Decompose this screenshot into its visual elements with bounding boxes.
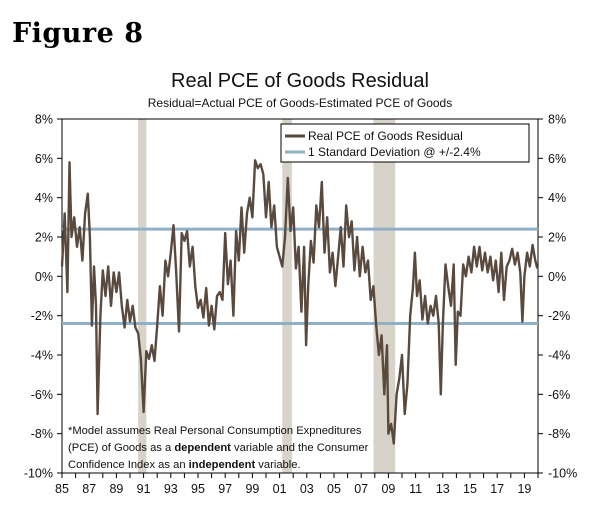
series-layer <box>60 159 539 445</box>
x-tick-label: 97 <box>218 482 232 496</box>
note-line-1: *Model assumes Real Personal Consumption… <box>68 425 356 437</box>
x-tick-label: 07 <box>354 482 368 496</box>
plot-frame <box>61 118 539 474</box>
x-tick-label: 87 <box>82 482 96 496</box>
chart-title: Real PCE of Goods Residual <box>171 70 429 92</box>
y-tick-label-right: 4% <box>548 191 566 205</box>
note-independent: independent <box>188 459 256 471</box>
x-tick-label: 01 <box>273 482 287 496</box>
x-tick-label: 03 <box>300 482 314 496</box>
x-tick-label: 09 <box>381 482 395 496</box>
x-tick-label: 05 <box>327 482 341 496</box>
y-tick-label-right: -8% <box>548 427 570 441</box>
x-tick-label: 15 <box>463 482 477 496</box>
y-tick-label-left: -4% <box>31 349 53 363</box>
x-tick-label: 93 <box>164 482 178 496</box>
y-tick-label-right: -6% <box>548 388 570 402</box>
series-line-residual <box>60 159 539 445</box>
x-tick-label: 17 <box>490 482 504 496</box>
y-tick-label-left: -10% <box>24 467 53 481</box>
recession-band-1 <box>282 119 292 473</box>
y-tick-label-right: -4% <box>548 349 570 363</box>
note-line-2a: (PCE) of Goods as a <box>68 442 175 454</box>
y-tick-label-right: 8% <box>548 113 566 127</box>
legend-label-std-dev: 1 Standard Deviation @ +/-2.4% <box>308 145 481 159</box>
y-tick-label-right: -10% <box>548 467 577 481</box>
y-tick-label-right: 2% <box>548 231 566 245</box>
model-note: *Model assumes Real Personal Consumption… <box>68 423 398 474</box>
recession-band-2 <box>373 119 396 473</box>
note-line-1-end: s <box>355 425 362 437</box>
x-tick-label: 19 <box>517 482 531 496</box>
y-tick-label-left: -2% <box>31 309 53 323</box>
y-tick-label-right: 0% <box>548 270 566 284</box>
axis-ticks: 8% 8% 6% 6% 4% 4% 2% 2% 0% 0% -2% -2% -4% -4% -6% -6% -8… <box>24 113 577 497</box>
note-line-2c: variable and the Consumer <box>230 442 369 454</box>
y-tick-label-left: 6% <box>35 152 53 166</box>
legend-box <box>280 123 530 163</box>
std-dev-lines <box>62 227 538 326</box>
y-tick-label-left: -6% <box>31 388 53 402</box>
recession-band-0 <box>138 119 147 473</box>
x-tick-label: 95 <box>191 482 205 496</box>
y-tick-label-right: 6% <box>548 152 566 166</box>
y-tick-label-left: 4% <box>35 191 53 205</box>
y-tick-label-left: -8% <box>31 427 53 441</box>
note-dependent: dependent <box>174 442 231 454</box>
y-tick-label-left: 8% <box>35 113 53 127</box>
x-tick-label: 85 <box>55 482 69 496</box>
x-tick-label: 11 <box>409 482 422 496</box>
note-line-3c: variable. <box>255 459 301 471</box>
x-tick-label: 89 <box>109 482 123 496</box>
note-line-3a: Confidence Index as an <box>68 459 189 471</box>
y-tick-label-left: 0% <box>35 270 53 284</box>
y-tick-label-right: -2% <box>548 309 570 323</box>
legend: Real PCE of Goods Residual 1 Standard De… <box>280 123 530 163</box>
chart-subtitle: Residual=Actual PCE of Goods-Estimated P… <box>147 96 453 110</box>
x-tick-label: 13 <box>436 482 450 496</box>
y-tick-label-left: 2% <box>35 231 53 245</box>
legend-label-residual: Real PCE of Goods Residual <box>308 129 463 143</box>
x-tick-label: 99 <box>245 482 259 496</box>
x-tick-label: 91 <box>137 482 151 496</box>
recession-bands <box>138 119 396 473</box>
figure-label: Figure 8 <box>12 18 144 49</box>
